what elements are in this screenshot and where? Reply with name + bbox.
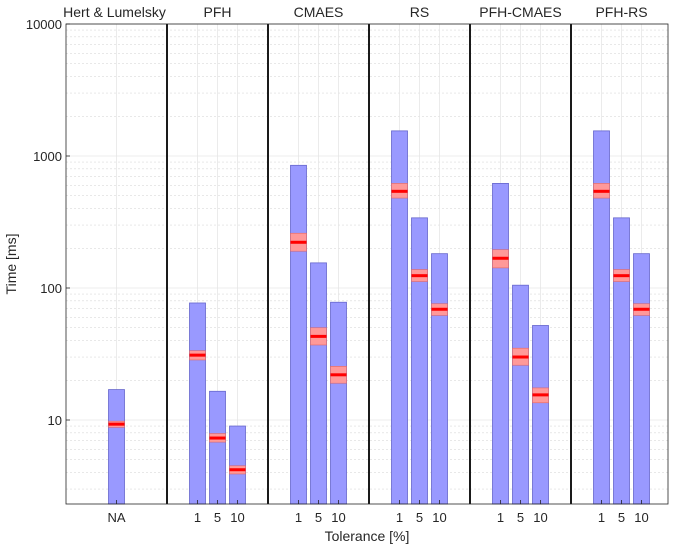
bar: [613, 217, 630, 505]
x-tick-label: 5: [517, 510, 524, 525]
group-title: PFH-RS: [595, 4, 647, 20]
y-tick-label: 10: [48, 413, 62, 428]
x-tick-label: 1: [295, 510, 302, 525]
y-axis-ticks: 10 100 1000 10000: [26, 17, 70, 428]
bar: [492, 183, 509, 505]
group-separators: [166, 24, 572, 504]
y-tick-label: 1000: [33, 149, 62, 164]
bar: [532, 325, 549, 505]
x-tick-label: 5: [214, 510, 221, 525]
x-tick-label: 10: [533, 510, 547, 525]
major-grid: [66, 23, 668, 504]
x-tick-label: 10: [432, 510, 446, 525]
y-axis-label: Time [ms]: [3, 234, 19, 295]
x-tick-label: 1: [194, 510, 201, 525]
group-title: PFH: [204, 4, 232, 20]
y-tick-label: 100: [40, 281, 62, 296]
x-tick-label: 5: [618, 510, 625, 525]
group-title: RS: [410, 4, 429, 20]
bar: [512, 284, 529, 505]
x-axis-ticks: NA 1 5 10 1 5 10 1 5 10 1 5 10 1 5 10: [107, 500, 649, 525]
x-tick-label: 5: [416, 510, 423, 525]
group-title: PFH-CMAES: [479, 4, 561, 20]
bar: [229, 425, 246, 505]
x-tick-label: 5: [315, 510, 322, 525]
x-tick-label: 1: [497, 510, 504, 525]
bar: [310, 262, 327, 505]
bar: [431, 253, 448, 505]
bar: [411, 217, 428, 505]
group-title: CMAES: [294, 4, 344, 20]
y-tick-label: 10000: [26, 17, 62, 32]
x-tick-label: 10: [331, 510, 345, 525]
x-tick-label: 10: [634, 510, 648, 525]
bar: [108, 389, 125, 505]
plot-frame: [65, 23, 669, 505]
bars-layer: [108, 130, 650, 505]
group-title: Hert & Lumelsky: [63, 4, 166, 20]
bar: [633, 253, 650, 505]
x-tick-label: NA: [107, 510, 125, 525]
x-axis-label: Tolerance [%]: [325, 528, 410, 544]
x-tick-label: 10: [230, 510, 244, 525]
bar: [290, 164, 307, 505]
bar: [189, 302, 206, 505]
bar: [209, 390, 226, 505]
bar: [330, 301, 347, 505]
group-titles: Hert & Lumelsky PFH CMAES RS PFH-CMAES PFH-RS: [63, 4, 647, 20]
x-tick-label: 1: [598, 510, 605, 525]
x-tick-label: 1: [396, 510, 403, 525]
